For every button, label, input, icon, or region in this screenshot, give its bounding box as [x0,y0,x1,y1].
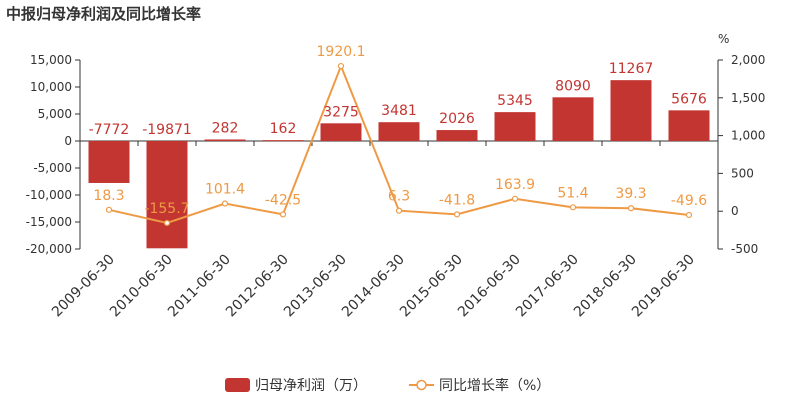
bar-value-label: 5345 [497,93,533,109]
left-tick-label: 0 [64,134,72,148]
line-value-label: 39.3 [615,186,646,202]
line-value-label: 51.4 [557,185,588,201]
bar [668,110,710,141]
line-value-label: 6.3 [388,189,410,205]
bar [320,123,362,141]
bar-value-label: 162 [270,121,297,137]
right-tick-label: 1,000 [731,129,765,143]
line-point [569,204,577,211]
bar-value-label: 3275 [323,104,359,120]
line-point [453,211,461,218]
bar-value-label: 8090 [555,78,591,94]
legend-bar-label: 归母净利润（万） [255,377,367,394]
bar [552,97,594,141]
axes: -20,000 -15,000 -10,000 -5,000 0 5,000 10,000 1… [26,53,766,320]
line-value-label: -49.6 [671,193,707,209]
line-point [221,200,229,207]
line-point [105,206,113,213]
line-value-label: 1920.1 [317,44,366,60]
line-point [395,207,403,214]
left-tick-label: -20,000 [26,242,72,256]
bar-value-label: 282 [212,120,239,136]
line-value-label: 163.9 [495,177,535,193]
bar [494,112,536,141]
bar [610,80,652,141]
line-series [105,62,693,227]
bar-series [88,80,710,249]
right-tick-label: 0 [731,204,739,218]
left-tick-label: 10,000 [30,80,72,94]
bar-value-label: 11267 [609,61,654,77]
bar-value-label: 5676 [671,91,707,107]
legend-line-marker [416,379,427,391]
line-point [337,62,345,70]
line-value-label: -41.8 [439,192,475,208]
line-point [163,219,171,227]
left-tick-label: -5,000 [33,161,72,175]
bar [436,130,478,141]
right-tick-label: 500 [731,166,754,180]
bar [88,141,130,183]
line-value-label: -42.5 [265,192,301,208]
left-tick-label: -15,000 [26,215,72,229]
left-tick-label: 5,000 [38,107,72,121]
legend[interactable]: 归母净利润（万） 同比增长率（%） [225,377,550,394]
line-point [279,211,287,218]
line-value-label: 101.4 [205,182,245,198]
line-value-label: 18.3 [93,188,124,204]
legend-line-label: 同比增长率（%） [439,377,550,394]
legend-bar-swatch [225,378,250,392]
left-tick-label: 15,000 [30,53,72,67]
line-point [511,195,519,202]
bar-value-label: -19871 [142,122,192,138]
bar [262,140,304,142]
right-tick-label: -500 [731,242,758,256]
left-tick-label: -10,000 [26,188,72,202]
line-point [627,205,635,212]
line-value-label: -155.7 [144,201,189,217]
bar [204,139,246,141]
bar-value-label: -7772 [89,122,130,138]
right-tick-label: 2,000 [731,53,765,67]
chart-title: 中报归母净利润及同比增长率 [6,5,201,23]
right-tick-label: 1,500 [731,91,765,105]
data-labels: -7772 -19871 282 162 3275 3481 2026 5345 8090 112… [89,44,708,217]
bar-value-label: 2026 [439,111,475,127]
bar [378,122,420,141]
bar [146,141,188,249]
right-axis-unit: % [718,32,729,46]
line-point [685,211,693,219]
x-tick-label: 2019-06-30 [629,252,698,321]
bar-value-label: 3481 [381,103,417,119]
